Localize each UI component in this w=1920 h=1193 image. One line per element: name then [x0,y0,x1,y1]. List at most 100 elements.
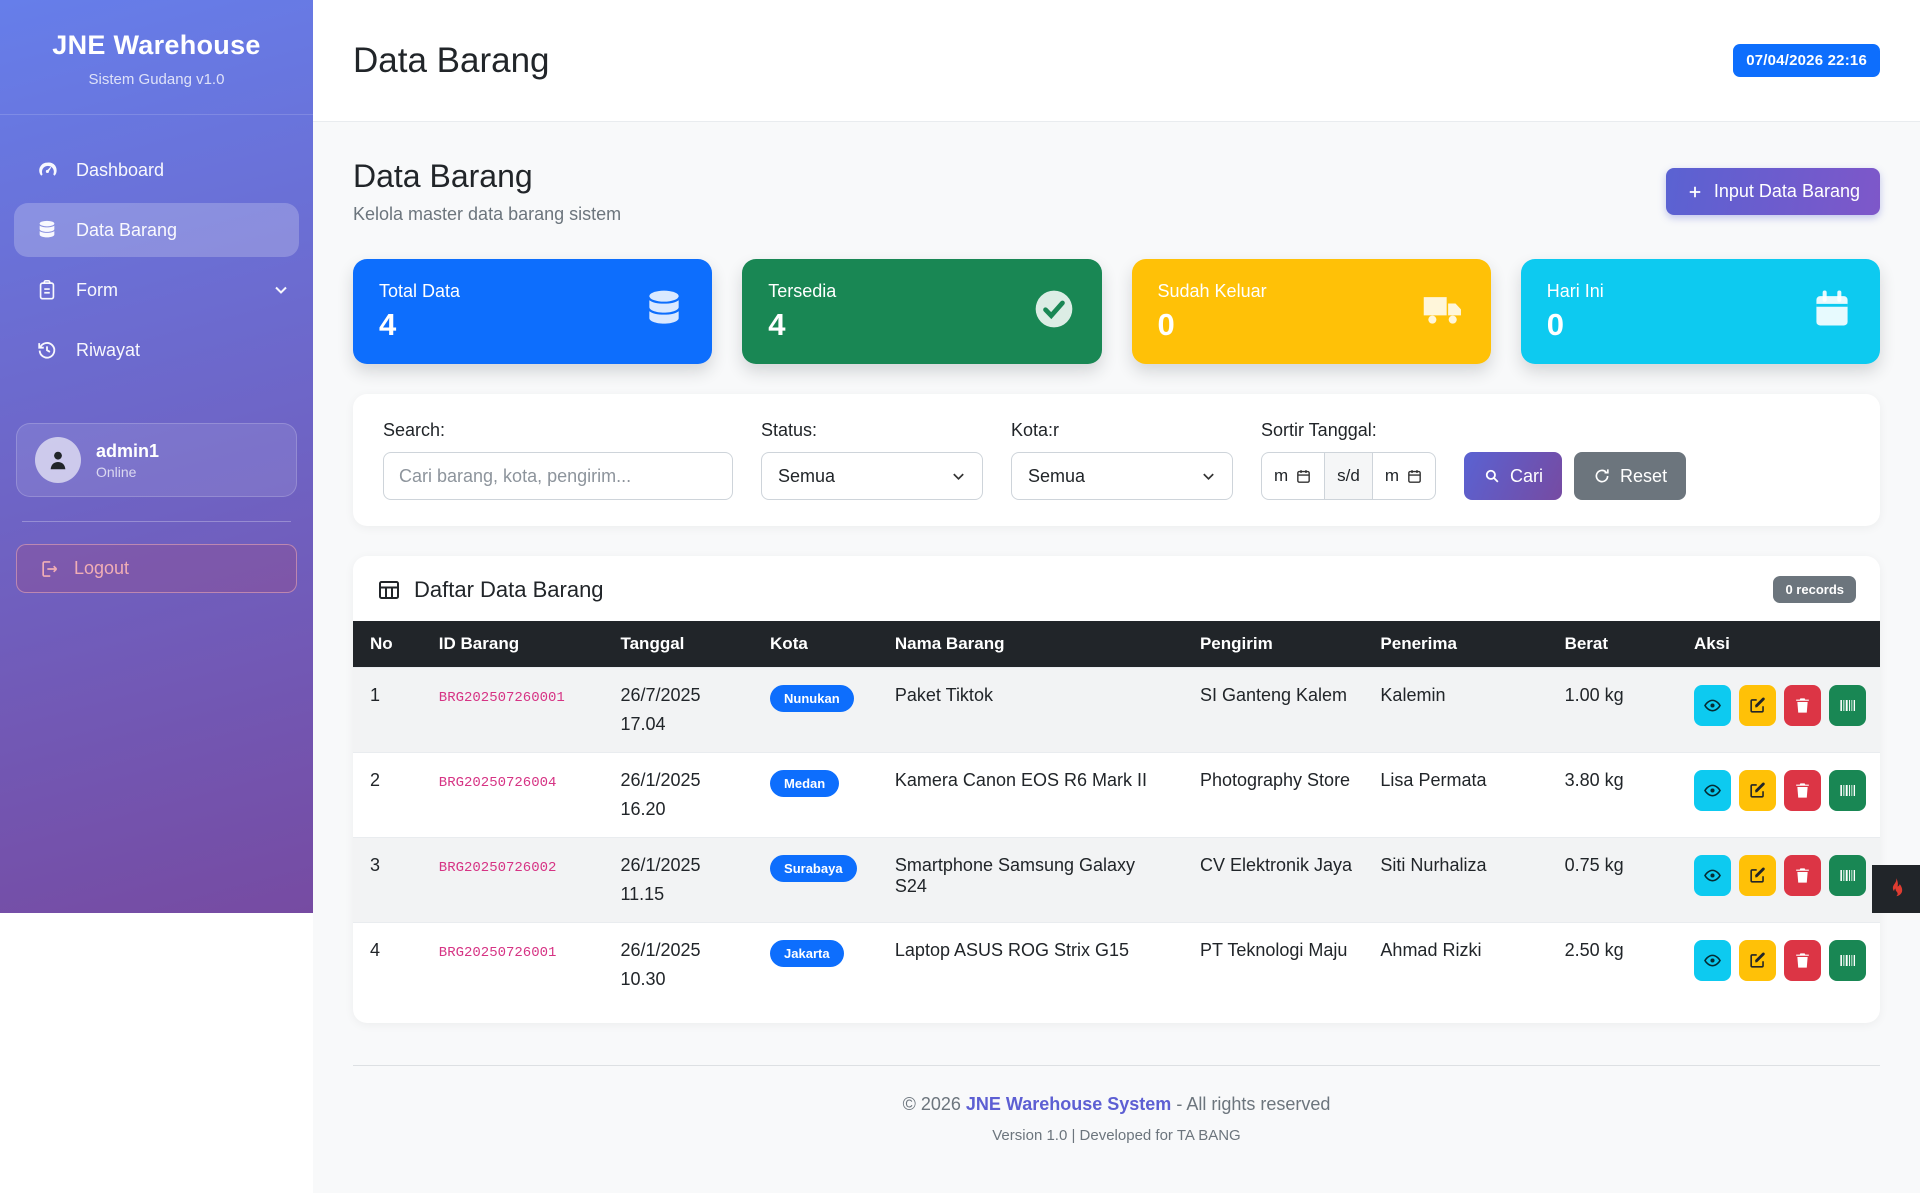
stat-card-hari-ini: Hari Ini 0 [1520,259,1880,364]
delete-button[interactable] [1783,685,1821,726]
stat-label: Total Data [379,280,461,301]
database-icon [36,219,58,241]
debug-flame-button[interactable] [1872,865,1920,913]
trash-icon [1796,783,1809,798]
date-from-input[interactable]: m [1262,453,1324,499]
page-head-text: Data Barang Kelola master data barang si… [353,158,621,225]
table-header-row: No ID Barang Tanggal Kota Nama Barang Pe… [353,621,1880,668]
cell-tanggal: 26/1/2025 16.20 [606,752,757,838]
plus-icon [1689,186,1701,197]
barcode-button[interactable] [1828,685,1866,726]
search-input[interactable] [383,452,733,500]
view-button[interactable] [1693,770,1731,811]
pencil-square-icon [1750,782,1765,798]
cell-time: 17.04 [620,714,666,734]
table-row: 2 BRG20250726004 26/1/2025 16.20 Medan K… [353,752,1880,838]
barcode-button[interactable] [1828,770,1866,811]
copyright-line: © 2026 JNE Warehouse System - All rights… [902,1094,1331,1114]
kota-label: Kota:r [1011,420,1060,440]
kota-badge: Nunukan [770,685,854,712]
table-card-header: Daftar Data Barang 0 records [353,556,1880,621]
logout-button[interactable]: Logout [16,544,297,593]
cell-penerima: Lisa Permata [1366,752,1551,838]
cari-button[interactable]: Cari [1464,452,1563,500]
edit-button[interactable] [1738,770,1776,811]
sidebar-item-label: Form [76,279,118,300]
person-icon [50,451,66,470]
sidebar-item-dashboard[interactable]: Dashboard [0,143,313,197]
calendar-icon [1297,469,1311,483]
chevron-down-icon [953,473,964,480]
col-kota: Kota [756,621,881,668]
cell-date: 26/7/2025 [620,685,701,705]
row-actions [1693,855,1866,896]
brand-subtitle: Sistem Gudang v1.0 [88,71,225,88]
cell-id-barang: BRG20250726001 [424,922,607,1007]
delete-button[interactable] [1783,770,1821,811]
cell-kota: Jakarta [756,922,881,1007]
cell-berat: 1.00 kg [1550,667,1680,753]
col-tanggal: Tanggal [606,621,757,668]
table-row: 1 BRG202507260001 26/7/2025 17.04 Nunuka… [353,667,1880,753]
cell-no: 1 [353,667,425,753]
status-select[interactable]: Semua [761,452,983,500]
sidebar-item-label: Dashboard [76,159,165,180]
reset-button[interactable]: Reset [1574,452,1687,500]
main-area: Data Barang 07/04/2026 22:16 Data Barang… [313,0,1920,1193]
cell-pengirim: SI Ganteng Kalem [1185,667,1367,753]
section-subtitle: Kelola master data barang sistem [353,204,622,224]
col-no: No [353,621,425,668]
sidebar-item-riwayat[interactable]: Riwayat [0,323,313,377]
stat-value: 0 [1546,306,1564,342]
input-data-barang-button[interactable]: Input Data Barang [1665,168,1880,215]
barcode-button[interactable] [1828,855,1866,896]
history-icon [36,339,58,361]
cell-nama-barang: Kamera Canon EOS R6 Mark II [880,752,1186,838]
user-status: Online [96,463,137,480]
stats-row: Total Data 4 Tersedia 4 [353,259,1880,364]
edit-button[interactable] [1738,685,1776,726]
date-to-input[interactable]: m [1373,453,1435,499]
delete-button[interactable] [1783,940,1821,981]
cell-date: 26/1/2025 [620,770,701,790]
view-button[interactable] [1693,855,1731,896]
kota-select[interactable]: Semua [1011,452,1233,500]
datetime-badge: 07/04/2026 22:16 [1733,44,1880,77]
clipboard-icon [36,279,58,301]
view-button[interactable] [1693,940,1731,981]
table-icon [379,580,399,599]
barcode-button[interactable] [1828,940,1866,981]
edit-button[interactable] [1738,855,1776,896]
cell-penerima: Siti Nurhaliza [1366,837,1551,923]
kota-group: Kota:r Semua [1011,420,1233,500]
pencil-square-icon [1750,867,1765,883]
cell-berat: 0.75 kg [1550,837,1680,923]
cell-nama-barang: Smartphone Samsung Galaxy S24 [880,837,1186,923]
trash-icon [1796,953,1809,968]
topbar: Data Barang 07/04/2026 22:16 [313,0,1920,122]
row-actions [1693,770,1866,811]
cell-aksi [1679,837,1880,923]
date-range-separator: s/d [1324,453,1373,499]
edit-button[interactable] [1738,940,1776,981]
footer-brand-link[interactable]: JNE Warehouse System [965,1094,1172,1114]
barcode-icon [1840,784,1855,797]
search-label: Search: [383,420,446,440]
delete-button[interactable] [1783,855,1821,896]
col-pengirim: Pengirim [1185,621,1367,668]
sidebar-item-form[interactable]: Form [0,263,313,317]
stat-value: 4 [379,306,397,342]
date-range-group: m s/d m [1261,452,1437,500]
sidebar-item-data-barang[interactable]: Data Barang [14,203,299,257]
brand-title: JNE Warehouse [52,30,261,60]
cari-label: Cari [1510,465,1544,486]
flame-icon [1892,878,1903,897]
stat-value: 0 [1157,306,1175,342]
version-line: Version 1.0 | Developed for TA BANG [992,1127,1241,1144]
barcode-icon [1840,699,1855,712]
cell-id-barang: BRG202507260001 [424,667,607,753]
logout-icon [42,560,58,577]
user-card: admin1 Online [16,423,297,497]
view-button[interactable] [1693,685,1731,726]
cell-nama-barang: Laptop ASUS ROG Strix G15 [880,922,1186,1007]
